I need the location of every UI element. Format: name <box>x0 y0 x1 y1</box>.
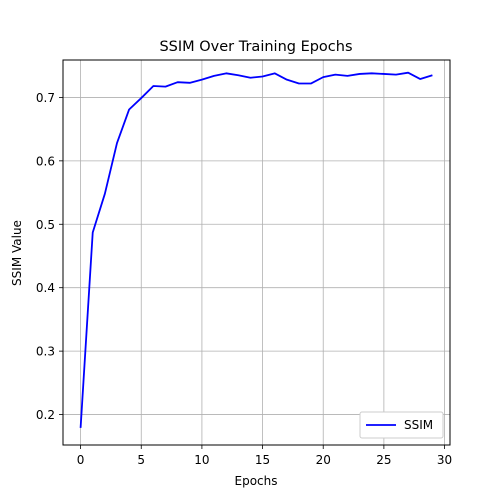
x-tick-label: 0 <box>77 453 85 467</box>
legend: SSIM <box>359 411 444 439</box>
x-tick-label: 30 <box>437 453 452 467</box>
grid-lines <box>63 60 450 445</box>
x-tick-label: 5 <box>137 453 145 467</box>
series-line-ssim <box>79 71 433 428</box>
legend-label-ssim: SSIM <box>404 418 433 432</box>
plot-frame <box>62 59 451 446</box>
y-tick-label: 0.6 <box>36 154 55 168</box>
x-tick-label: 15 <box>255 453 270 467</box>
y-tick-label: 0.7 <box>36 91 55 105</box>
y-tick-label: 0.3 <box>36 345 55 359</box>
x-tick-label: 20 <box>316 453 331 467</box>
y-axis-label: SSIM Value <box>10 220 24 286</box>
x-axis-ticks: 0 5 10 15 20 25 30 <box>77 445 452 467</box>
y-axis-ticks: 0.2 0.3 0.4 0.5 0.6 0.7 <box>36 91 63 422</box>
x-tick-label: 25 <box>376 453 391 467</box>
x-axis-label: Epochs <box>235 474 278 488</box>
series-layer <box>79 71 433 428</box>
y-tick-label: 0.5 <box>36 218 55 232</box>
y-tick-label: 0.2 <box>36 408 55 422</box>
y-tick-label: 0.4 <box>36 281 55 295</box>
legend-box <box>359 411 444 439</box>
x-tick-label: 10 <box>194 453 209 467</box>
chart-title: SSIM Over Training Epochs <box>159 39 352 55</box>
